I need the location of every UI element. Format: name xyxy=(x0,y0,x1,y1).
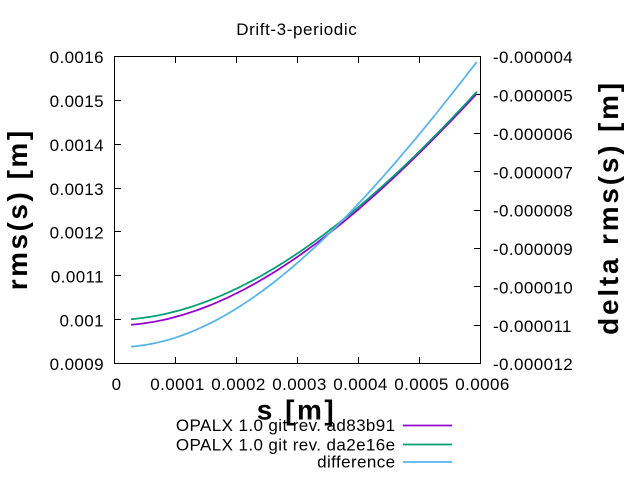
svg-text:-0.000010: -0.000010 xyxy=(493,278,573,297)
svg-text:0.0011: 0.0011 xyxy=(51,267,104,286)
svg-text:-0.000004: -0.000004 xyxy=(493,48,573,67)
svg-text:OPALX 1.0 git rev. da2e16e: OPALX 1.0 git rev. da2e16e xyxy=(176,435,396,454)
svg-text:-0.000009: -0.000009 xyxy=(493,240,573,259)
svg-text:-0.000012: -0.000012 xyxy=(493,355,573,374)
svg-text:difference: difference xyxy=(317,453,395,472)
svg-text:0.0014: 0.0014 xyxy=(50,136,104,155)
svg-text:0.0005: 0.0005 xyxy=(394,375,448,394)
svg-text:-0.000011: -0.000011 xyxy=(493,317,572,336)
svg-text:0.0015: 0.0015 xyxy=(50,92,104,111)
svg-text:0.0003: 0.0003 xyxy=(272,375,326,394)
svg-text:-0.000008: -0.000008 xyxy=(493,202,573,221)
svg-text:OPALX 1.0 git rev. ad83b91: OPALX 1.0 git rev. ad83b91 xyxy=(176,416,396,435)
svg-text:delta rms(s) [m]: delta rms(s) [m] xyxy=(593,80,624,335)
svg-text:-0.000006: -0.000006 xyxy=(493,125,573,144)
svg-text:0.001: 0.001 xyxy=(59,311,104,330)
svg-text:s [m]: s [m] xyxy=(257,395,336,426)
svg-text:rms(s) [m]: rms(s) [m] xyxy=(2,128,33,290)
svg-text:0.0016: 0.0016 xyxy=(50,48,104,67)
svg-text:0.0002: 0.0002 xyxy=(211,375,265,394)
svg-text:0.0001: 0.0001 xyxy=(150,375,204,394)
svg-text:0.0006: 0.0006 xyxy=(455,375,509,394)
svg-text:Drift-3-periodic: Drift-3-periodic xyxy=(236,20,357,39)
svg-text:-0.000007: -0.000007 xyxy=(493,163,573,182)
svg-text:0.0004: 0.0004 xyxy=(333,375,387,394)
svg-text:0.0009: 0.0009 xyxy=(50,355,104,374)
svg-text:0.0013: 0.0013 xyxy=(50,180,104,199)
svg-text:-0.000005: -0.000005 xyxy=(493,87,573,106)
svg-text:0.0012: 0.0012 xyxy=(50,224,104,243)
svg-text:0: 0 xyxy=(112,375,122,394)
